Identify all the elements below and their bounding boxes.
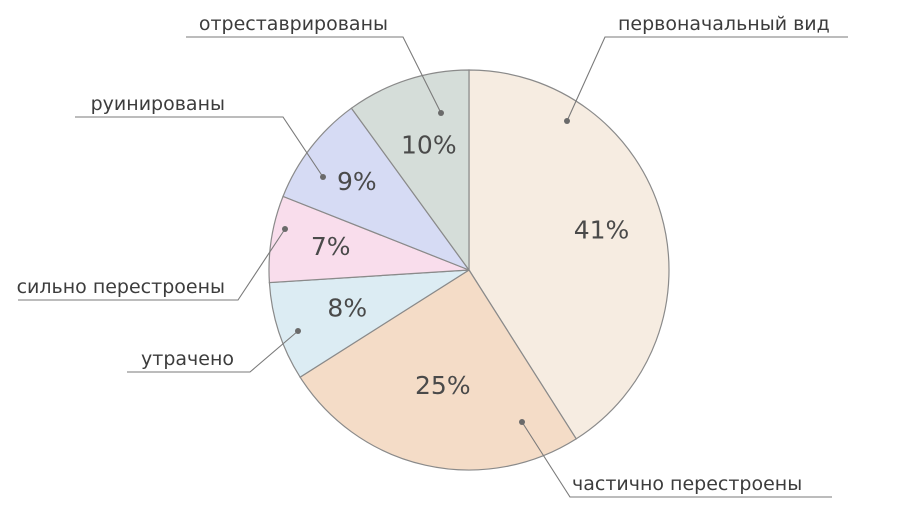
leader-lines xyxy=(18,36,848,498)
slice-category-label: частично перестроены xyxy=(572,473,802,495)
pie-slice xyxy=(268,269,470,378)
slice-percent-label: 7% xyxy=(311,232,351,261)
pie-slice xyxy=(282,107,471,272)
slice-percent-label: 25% xyxy=(415,371,471,400)
slice-category-label: руинированы xyxy=(91,93,225,115)
leader-dot xyxy=(519,419,525,425)
leader-line xyxy=(127,330,299,373)
leader-line xyxy=(18,228,286,301)
leader-dot xyxy=(564,118,570,124)
leader-line xyxy=(75,116,324,178)
leader-dot xyxy=(282,226,288,232)
leader-dot xyxy=(438,110,444,116)
pie-slice xyxy=(350,69,470,272)
pie-slice xyxy=(468,69,670,440)
leader-line xyxy=(521,421,832,498)
slice-category-label: сильно перестроены xyxy=(17,276,225,298)
category-labels: первоначальный вид частично перестроены ут… xyxy=(17,13,830,495)
slice-percent-label: 41% xyxy=(574,215,630,244)
slice-category-label: первоначальный вид xyxy=(618,13,830,35)
leader-line xyxy=(566,36,848,122)
slice-percent-label: 10% xyxy=(401,130,457,159)
leader-line xyxy=(186,36,442,114)
leader-dot xyxy=(295,328,301,334)
leader-dot xyxy=(320,174,326,180)
slice-category-label: утрачено xyxy=(141,348,234,370)
slice-percent-label: 8% xyxy=(327,294,367,323)
slice-category-label: отреставрированы xyxy=(199,13,388,35)
pie-slices xyxy=(268,69,670,471)
percent-labels: 41% 25% 8% 7% 9% 10% xyxy=(311,130,629,400)
slice-percent-label: 9% xyxy=(337,167,377,196)
